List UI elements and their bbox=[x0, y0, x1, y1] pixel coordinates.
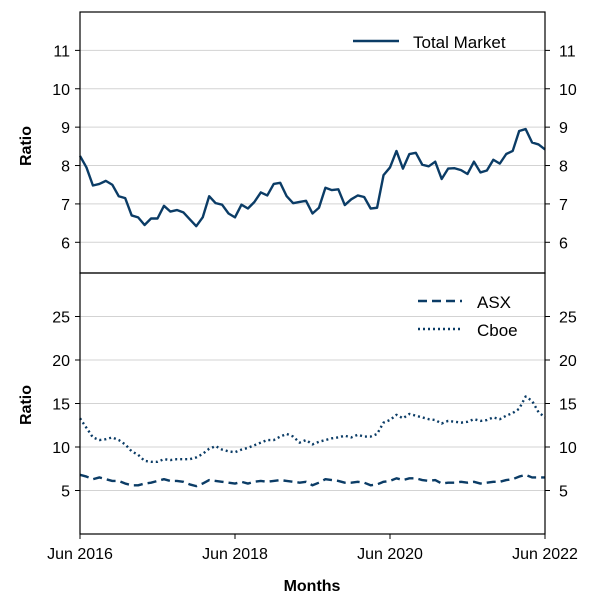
series-line-total-market bbox=[78, 127, 546, 228]
top-gridlines bbox=[80, 49, 545, 243]
legend-label-total-market: Total Market bbox=[413, 33, 506, 52]
top-left-tick-label: 9 bbox=[61, 120, 70, 137]
bottom-right-tick-label: 10 bbox=[559, 440, 577, 457]
bottom-left-tick-label: 20 bbox=[52, 353, 70, 370]
top-left-tick-label: 6 bbox=[61, 235, 70, 252]
top-left-tick-label: 7 bbox=[61, 197, 70, 214]
bottom-y-axis-label: Ratio bbox=[18, 385, 35, 425]
x-tick-label: Jun 2022 bbox=[512, 546, 578, 563]
top-y-axis-label: Ratio bbox=[18, 126, 35, 166]
top-left-tick-label: 10 bbox=[52, 82, 70, 99]
bottom-left-ticks: 5 10 15 20 25 bbox=[52, 310, 80, 501]
bottom-gridlines bbox=[80, 316, 545, 491]
bottom-left-tick-label: 10 bbox=[52, 440, 70, 457]
x-tick-label: Jun 2018 bbox=[202, 546, 268, 563]
bottom-right-ticks: 5 10 15 20 25 bbox=[545, 310, 577, 501]
x-tick-label: Jun 2016 bbox=[47, 546, 113, 563]
bottom-right-tick-label: 15 bbox=[559, 397, 577, 414]
top-left-tick-label: 11 bbox=[53, 43, 70, 60]
top-right-tick-label: 11 bbox=[559, 43, 576, 60]
bottom-right-tick-label: 25 bbox=[559, 310, 577, 327]
bottom-left-tick-label: 25 bbox=[52, 310, 70, 327]
top-right-tick-label: 7 bbox=[559, 197, 568, 214]
top-right-tick-label: 6 bbox=[559, 235, 568, 252]
top-right-tick-label: 10 bbox=[559, 82, 577, 99]
bottom-right-tick-label: 5 bbox=[559, 484, 568, 501]
bottom-right-tick-label: 20 bbox=[559, 353, 577, 370]
series-line-cboe bbox=[79, 395, 546, 463]
legend-label-cboe: Cboe bbox=[477, 321, 518, 340]
top-left-ticks: 6 7 8 9 10 11 bbox=[52, 43, 80, 252]
series-line-asx bbox=[79, 473, 545, 488]
top-series-group bbox=[78, 127, 546, 228]
bottom-legend: ASX Cboe bbox=[418, 293, 518, 340]
bottom-series-group bbox=[79, 395, 546, 488]
top-legend: Total Market bbox=[353, 33, 506, 52]
top-right-ticks: 6 7 8 9 10 11 bbox=[545, 43, 577, 252]
top-panel: 6 7 8 9 10 11 6 7 8 9 10 11 Ratio Total Market bbox=[18, 11, 577, 274]
top-left-tick-label: 8 bbox=[61, 159, 70, 176]
bottom-left-tick-label: 5 bbox=[61, 484, 70, 501]
legend-label-asx: ASX bbox=[477, 293, 511, 312]
top-right-tick-label: 8 bbox=[559, 159, 568, 176]
x-tick-label: Jun 2020 bbox=[357, 546, 423, 563]
bottom-left-tick-label: 15 bbox=[52, 397, 70, 414]
x-axis-label: Months bbox=[284, 578, 341, 595]
top-right-tick-label: 9 bbox=[559, 120, 568, 137]
x-axis-ticks: Jun 2016 Jun 2018 Jun 2020 Jun 2022 bbox=[47, 534, 578, 563]
